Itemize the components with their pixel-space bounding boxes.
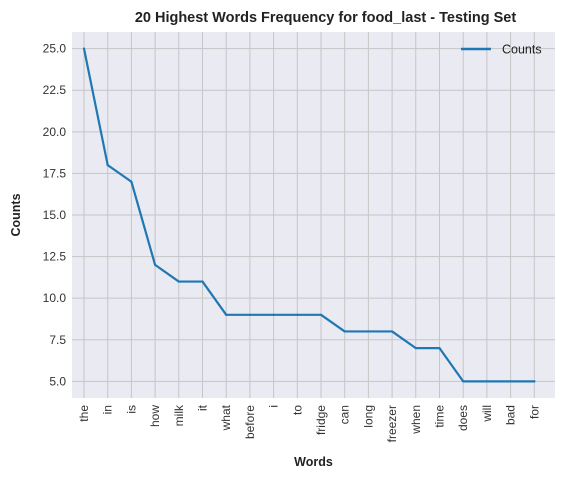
data-point <box>438 346 441 350</box>
x-tick-label: when <box>409 405 423 435</box>
data-point <box>296 313 299 316</box>
grid-lines <box>72 32 555 398</box>
data-point <box>391 330 394 333</box>
data-point <box>414 346 417 350</box>
y-tick-label: 7.5 <box>49 333 66 347</box>
data-point <box>82 47 86 50</box>
y-axis-label: Counts <box>9 193 23 236</box>
y-tick-label: 10.0 <box>43 291 67 305</box>
y-tick-label: 17.5 <box>43 166 67 180</box>
data-point <box>154 263 157 267</box>
y-axis-ticks: 5.0 7.5 10.0 12.5 15.0 17.5 20.0 22.5 25.0 <box>43 42 67 389</box>
x-tick-label: fridge <box>314 405 328 435</box>
x-axis-label: Words <box>294 455 333 469</box>
x-tick-label: for <box>527 405 541 419</box>
data-point <box>225 313 228 316</box>
data-point <box>130 180 133 183</box>
legend: Counts <box>461 43 542 57</box>
data-point <box>367 330 370 333</box>
x-tick-label: before <box>243 405 257 439</box>
x-tick-label: does <box>456 405 470 431</box>
x-tick-label: in <box>101 405 115 414</box>
x-tick-label: what <box>219 404 233 431</box>
data-point <box>485 380 488 383</box>
legend-label-counts: Counts <box>502 43 542 57</box>
data-point <box>248 313 251 316</box>
data-point <box>343 330 346 333</box>
data-point <box>462 380 465 383</box>
y-tick-label: 12.5 <box>43 250 67 264</box>
x-axis-ticks: the in is how milk it what before i to fridge can lo… <box>77 404 541 442</box>
x-tick-label: long <box>361 405 375 428</box>
data-point <box>106 163 109 167</box>
x-tick-label: can <box>338 405 352 424</box>
chart-title: 20 Highest Words Frequency for food_last… <box>135 10 517 26</box>
y-tick-label: 22.5 <box>43 83 67 97</box>
x-tick-label: i <box>267 405 281 408</box>
data-point <box>533 380 536 383</box>
data-point <box>201 280 204 283</box>
x-tick-label: will <box>480 405 494 423</box>
data-point <box>319 313 323 316</box>
series-layer <box>82 47 536 383</box>
x-tick-label: freezer <box>385 405 399 442</box>
x-tick-label: the <box>77 405 91 422</box>
y-tick-label: 15.0 <box>43 208 67 222</box>
y-tick-label: 25.0 <box>43 42 67 56</box>
y-tick-label: 5.0 <box>49 374 66 388</box>
x-tick-label: milk <box>172 404 186 426</box>
x-tick-label: to <box>290 405 304 415</box>
x-tick-label: it <box>196 404 210 411</box>
x-tick-label: is <box>124 405 138 414</box>
data-point <box>177 280 180 283</box>
data-point <box>509 380 512 383</box>
x-tick-label: bad <box>504 405 518 425</box>
x-tick-label: how <box>148 405 162 427</box>
x-tick-label: time <box>433 405 447 428</box>
y-tick-label: 20.0 <box>43 125 67 139</box>
data-point <box>272 313 275 316</box>
series-line-counts <box>82 47 536 383</box>
